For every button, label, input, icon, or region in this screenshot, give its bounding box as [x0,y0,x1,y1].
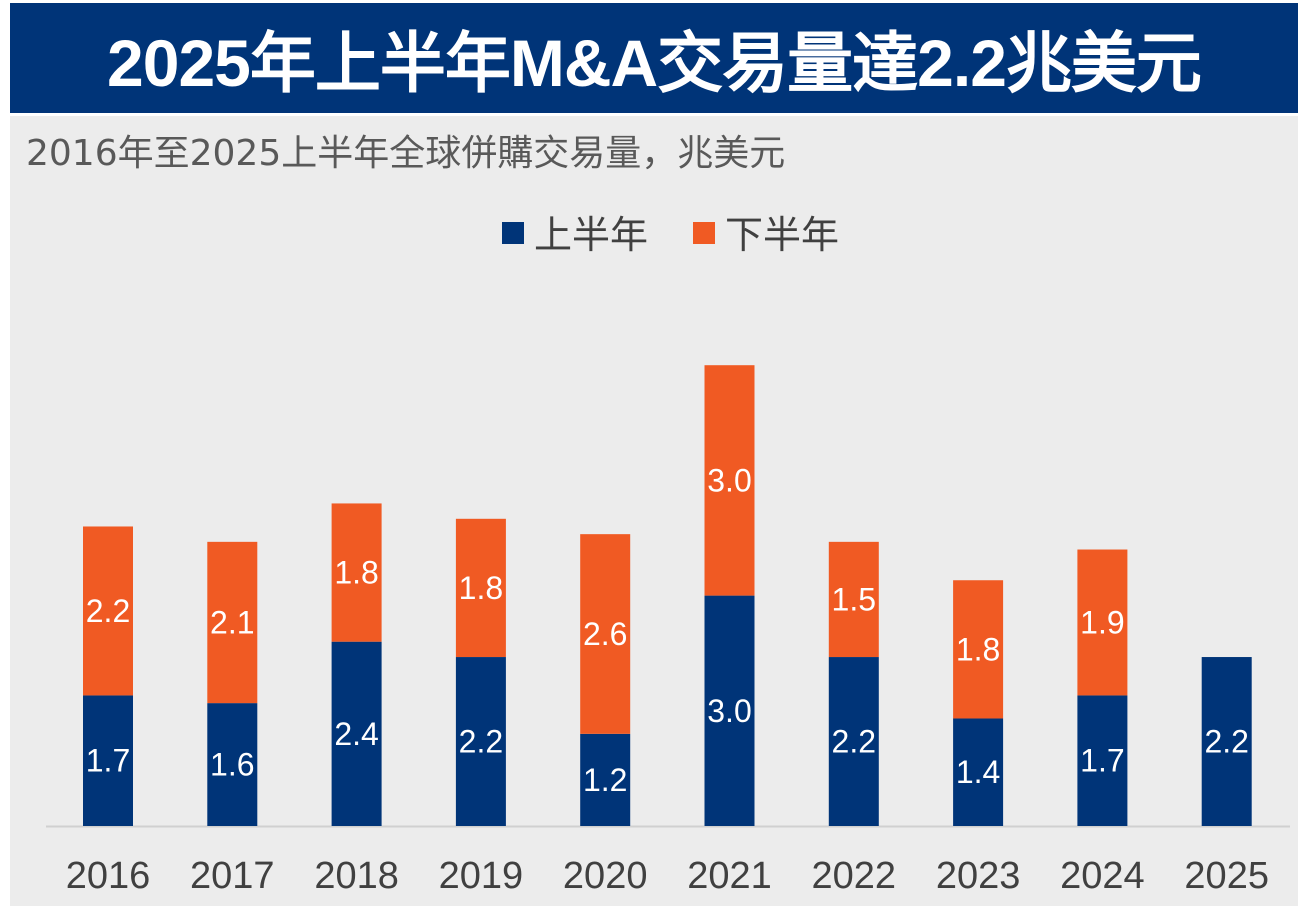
x-tick-label-2020: 2020 [563,855,648,897]
data-label-h1-2024: 1.7 [1080,743,1124,779]
bar-h2-2016 [83,526,133,696]
bar-h1-2023 [953,718,1004,826]
x-tick-label-2025: 2025 [1184,855,1269,897]
x-tick-label-2021: 2021 [687,855,772,897]
legend-swatch-h1 [502,222,524,244]
legend-label-h2: 下半年 [725,213,839,257]
bar-h1-2021 [704,595,755,826]
bar-h1-2019 [455,657,506,826]
bar-h2-2017 [207,541,258,704]
title-banner: 2025年上半年M&A交易量達2.2兆美元 [10,3,1298,113]
data-label-h1-2020: 1.2 [583,762,627,798]
x-tick-label-2023: 2023 [936,855,1021,897]
bar-h1-2022 [828,657,879,826]
bar-h2-2020 [580,534,631,734]
x-tick-label-2022: 2022 [812,855,897,897]
x-tick-label-2019: 2019 [439,855,524,897]
bar-h2-2022 [828,541,879,658]
data-label-h2-2022: 1.5 [832,581,876,617]
x-tick-label-2024: 2024 [1060,855,1145,897]
bar-h1-2024 [1077,695,1128,826]
x-tick-label-2018: 2018 [314,855,399,897]
data-label-h2-2017: 2.1 [210,604,254,640]
data-label-h1-2016: 1.7 [86,743,130,779]
data-label-h1-2025: 2.2 [1204,724,1248,760]
data-label-h1-2022: 2.2 [832,724,876,760]
bar-h2-2021 [704,365,755,596]
data-label-h2-2023: 1.8 [956,631,1000,667]
page-title: 2025年上半年M&A交易量達2.2兆美元 [107,26,1202,100]
bar-h1-2025 [1201,657,1252,826]
bar-h2-2024 [1077,549,1128,696]
data-label-h1-2023: 1.4 [956,754,1000,790]
legend-swatch-h2 [693,222,715,244]
data-label-h2-2020: 2.6 [583,616,627,652]
chart-title: 2016年至2025上半年全球併購交易量，兆美元 [26,133,786,174]
bar-h1-2017 [207,703,258,826]
bar-h2-2023 [953,580,1004,719]
x-tick-label-2016: 2016 [66,855,151,897]
bar-h2-2019 [455,518,506,658]
bar-h2-2018 [331,503,382,642]
data-label-h2-2018: 1.8 [334,555,378,591]
bar-h1-2016 [83,695,133,826]
data-label-h1-2018: 2.4 [334,716,378,752]
data-label-h1-2019: 2.2 [459,724,503,760]
bar-h1-2018 [331,641,382,826]
x-tick-label-2017: 2017 [190,855,275,897]
bar-h1-2020 [580,733,631,826]
legend-label-h1: 上半年 [534,213,648,257]
data-label-h2-2019: 1.8 [459,570,503,606]
data-label-h2-2021: 3.0 [707,462,751,498]
data-label-h2-2016: 2.2 [86,593,130,629]
data-label-h1-2017: 1.6 [210,747,254,783]
data-label-h1-2021: 3.0 [707,693,751,729]
data-label-h2-2024: 1.9 [1080,604,1124,640]
